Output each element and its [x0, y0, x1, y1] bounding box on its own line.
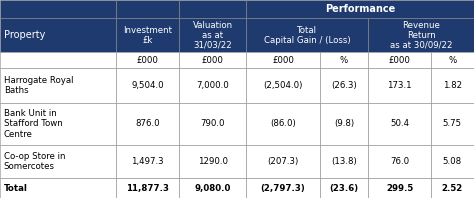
Bar	[0, 52, 117, 68]
Text: 1.82: 1.82	[443, 81, 462, 90]
Bar	[319, 178, 368, 198]
Text: 1290.0: 1290.0	[198, 157, 228, 166]
Bar	[179, 68, 246, 104]
Bar	[0, 145, 117, 178]
Bar	[431, 52, 474, 68]
Bar	[319, 104, 368, 145]
Bar	[179, 104, 246, 145]
Bar	[368, 178, 431, 198]
Text: 2.52: 2.52	[442, 184, 463, 193]
Text: 790.0: 790.0	[201, 120, 225, 129]
Text: (207.3): (207.3)	[267, 157, 299, 166]
Bar	[246, 145, 319, 178]
Text: 299.5: 299.5	[386, 184, 413, 193]
Text: Total
Capital Gain / (Loss): Total Capital Gain / (Loss)	[264, 26, 351, 45]
Text: %: %	[340, 56, 348, 65]
Bar	[319, 68, 368, 104]
Text: Co-op Store in
Somercotes: Co-op Store in Somercotes	[4, 152, 65, 171]
Bar	[319, 52, 368, 68]
Bar	[0, 0, 117, 18]
Bar	[368, 104, 431, 145]
Text: %: %	[448, 56, 456, 65]
Bar	[246, 18, 368, 52]
Text: Performance: Performance	[325, 4, 395, 14]
Text: Investment
£k: Investment £k	[123, 26, 172, 45]
Bar	[246, 0, 474, 18]
Bar	[117, 52, 179, 68]
Text: 9,080.0: 9,080.0	[194, 184, 231, 193]
Text: 11,877.3: 11,877.3	[126, 184, 169, 193]
Text: 173.1: 173.1	[387, 81, 412, 90]
Text: 7,000.0: 7,000.0	[196, 81, 229, 90]
Text: 50.4: 50.4	[390, 120, 409, 129]
Bar	[179, 145, 246, 178]
Text: £000: £000	[201, 56, 224, 65]
Text: Property: Property	[4, 30, 45, 40]
Bar	[179, 52, 246, 68]
Text: £000: £000	[137, 56, 159, 65]
Bar	[368, 52, 431, 68]
Bar	[246, 68, 319, 104]
Text: Valuation
as at
31/03/22: Valuation as at 31/03/22	[192, 21, 233, 50]
Text: (26.3): (26.3)	[331, 81, 357, 90]
Bar	[246, 178, 319, 198]
Text: (13.8): (13.8)	[331, 157, 357, 166]
Bar	[246, 52, 319, 68]
Text: 1,497.3: 1,497.3	[131, 157, 164, 166]
Bar	[179, 0, 246, 18]
Text: £000: £000	[272, 56, 294, 65]
Text: Total: Total	[4, 184, 27, 193]
Bar	[0, 178, 117, 198]
Bar	[246, 104, 319, 145]
Bar	[0, 104, 117, 145]
Text: Revenue
Return
as at 30/09/22: Revenue Return as at 30/09/22	[390, 21, 452, 50]
Bar	[117, 68, 179, 104]
Bar	[431, 178, 474, 198]
Bar	[179, 18, 246, 52]
Bar	[0, 68, 117, 104]
Text: Harrogate Royal
Baths: Harrogate Royal Baths	[4, 76, 73, 95]
Bar	[319, 145, 368, 178]
Bar	[117, 104, 179, 145]
Text: 9,504.0: 9,504.0	[131, 81, 164, 90]
Bar	[117, 145, 179, 178]
Text: (9.8): (9.8)	[334, 120, 354, 129]
Text: 5.75: 5.75	[443, 120, 462, 129]
Text: (2,504.0): (2,504.0)	[264, 81, 303, 90]
Text: 76.0: 76.0	[390, 157, 409, 166]
Bar	[431, 104, 474, 145]
Text: 876.0: 876.0	[135, 120, 160, 129]
Text: (23.6): (23.6)	[329, 184, 358, 193]
Bar	[117, 0, 179, 18]
Bar	[0, 18, 117, 52]
Bar	[431, 145, 474, 178]
Text: 5.08: 5.08	[443, 157, 462, 166]
Text: (86.0): (86.0)	[270, 120, 296, 129]
Text: £000: £000	[389, 56, 410, 65]
Bar	[117, 178, 179, 198]
Bar	[368, 145, 431, 178]
Bar	[368, 68, 431, 104]
Bar	[431, 68, 474, 104]
Bar	[368, 18, 474, 52]
Bar	[117, 18, 179, 52]
Text: Bank Unit in
Stafford Town
Centre: Bank Unit in Stafford Town Centre	[4, 109, 63, 139]
Bar	[179, 178, 246, 198]
Text: (2,797.3): (2,797.3)	[261, 184, 305, 193]
